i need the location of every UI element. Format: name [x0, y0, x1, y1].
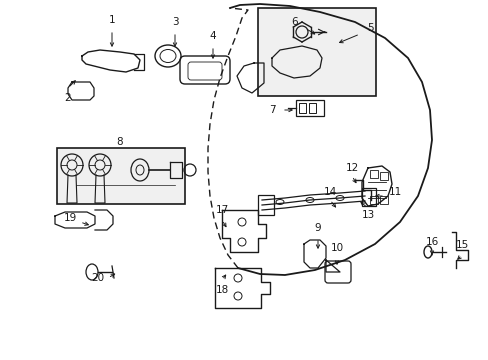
Text: 4: 4	[209, 31, 216, 41]
Text: 17: 17	[215, 205, 228, 215]
Text: 19: 19	[63, 213, 77, 223]
Bar	[298, 103, 305, 113]
Text: 8: 8	[117, 137, 123, 147]
Text: 10: 10	[330, 243, 343, 253]
Text: 5: 5	[366, 23, 372, 33]
Text: 18: 18	[215, 285, 228, 295]
Bar	[258, 195, 273, 215]
Text: 7: 7	[268, 105, 275, 115]
Text: 16: 16	[425, 237, 438, 247]
Text: 3: 3	[171, 17, 178, 27]
Bar	[379, 196, 387, 204]
Bar	[369, 196, 377, 204]
Text: 2: 2	[64, 93, 71, 103]
Text: 20: 20	[91, 273, 104, 283]
Bar	[308, 103, 315, 113]
Text: 14: 14	[323, 187, 336, 197]
Bar	[57, 148, 184, 204]
Text: 15: 15	[454, 240, 468, 250]
Bar	[258, 8, 375, 96]
Bar	[379, 172, 387, 180]
Text: 6: 6	[291, 17, 298, 27]
Bar	[369, 170, 377, 178]
Text: 1: 1	[108, 15, 115, 25]
Bar	[295, 100, 324, 116]
Text: 9: 9	[314, 223, 321, 233]
Bar	[361, 188, 375, 206]
Text: 13: 13	[361, 210, 374, 220]
Text: 12: 12	[345, 163, 358, 173]
Text: 11: 11	[387, 187, 401, 197]
